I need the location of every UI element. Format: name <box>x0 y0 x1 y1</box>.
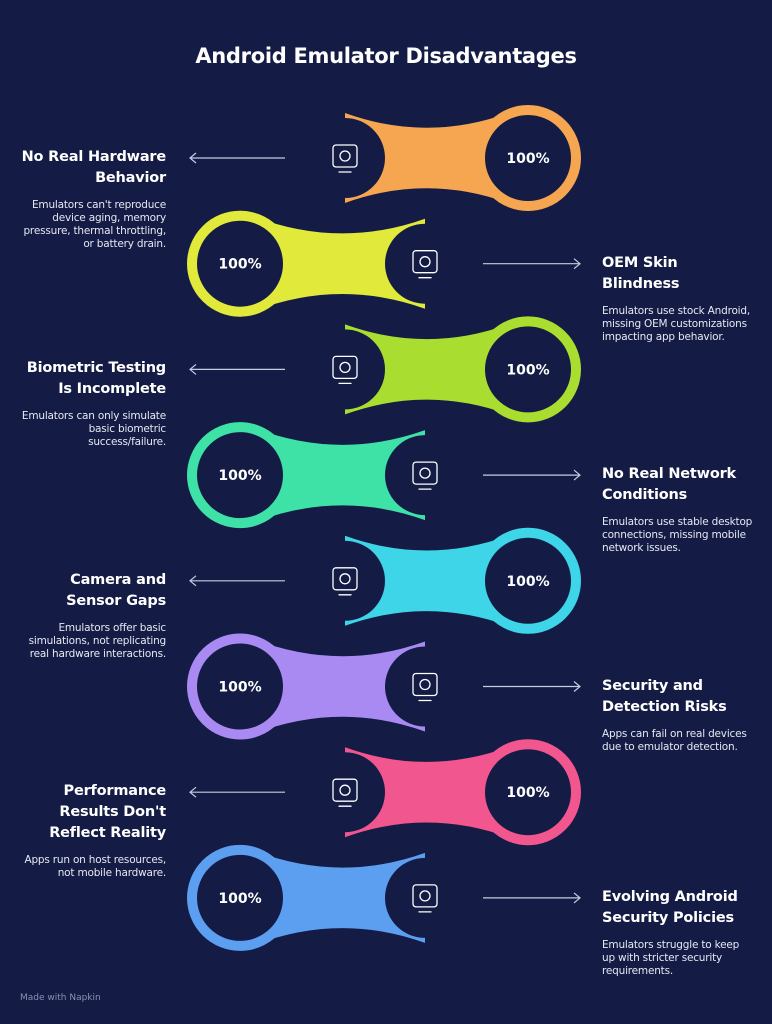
text-block: No Real Network Conditions Emulators use … <box>602 464 754 555</box>
text-block: Camera and Sensor Gaps Emulators offer ba… <box>14 570 167 661</box>
heading: Performance Results Don't Reflect Realit… <box>49 783 166 842</box>
percent: 100% <box>218 680 261 696</box>
arrow-head <box>189 152 197 164</box>
arrow-head <box>573 892 581 904</box>
icon <box>332 355 358 385</box>
row: 100% <box>189 316 581 423</box>
percent: 100% <box>218 468 261 484</box>
description: Apps can fail on real devices due to emu… <box>602 727 747 753</box>
row: 100% <box>187 633 581 740</box>
percent-ring <box>475 316 581 423</box>
connector <box>240 422 425 529</box>
row: 100% <box>189 105 581 211</box>
icon-shape <box>412 884 438 908</box>
icon-circle <box>385 646 465 727</box>
icon-shape <box>339 573 351 585</box>
icon-shape <box>419 467 431 479</box>
text-block: Evolving Android Security Policies Emulat… <box>602 887 754 978</box>
icon-shape <box>332 355 358 380</box>
percent: 100% <box>218 891 261 907</box>
icon-shape <box>412 672 438 697</box>
percent-ring <box>475 739 581 846</box>
icon-shape <box>339 361 351 374</box>
icon <box>332 778 358 807</box>
icon <box>412 461 438 490</box>
description: Emulators can only simulate basic biomet… <box>21 410 166 449</box>
text-block: OEM Skin Blindness Emulators use stock An… <box>602 253 754 344</box>
icon <box>412 250 438 279</box>
icon-circle <box>385 857 465 938</box>
description: Emulators use stable desktop connections… <box>602 516 753 555</box>
icon-shape <box>332 567 358 591</box>
icon-shape <box>332 778 358 802</box>
icon-shape <box>419 256 431 268</box>
arrow-head <box>189 786 197 798</box>
icon-shape <box>332 144 358 168</box>
percent-ring <box>187 844 293 951</box>
arrow-head <box>573 469 581 481</box>
icon-shape <box>419 678 431 691</box>
arrow-head <box>573 681 581 692</box>
percent: 100% <box>506 785 549 801</box>
icon <box>332 567 358 596</box>
heading: Camera and Sensor Gaps <box>66 571 166 609</box>
percent-ring <box>187 422 293 529</box>
icon-circle <box>305 752 385 833</box>
description: Emulators use stock Android, missing OEM… <box>602 304 750 343</box>
heading: No Real Hardware Behavior <box>21 149 167 186</box>
icon <box>332 144 358 173</box>
percent-ring <box>475 105 581 211</box>
connector <box>240 844 425 951</box>
description: Apps run on host resources, not mobile h… <box>24 854 166 880</box>
icon-circle <box>305 540 385 621</box>
arrow-head <box>189 575 197 587</box>
text-block: Biometric Testing Is Incomplete Emulators… <box>14 358 166 449</box>
percent: 100% <box>218 257 261 273</box>
icon-shape <box>412 250 438 274</box>
heading: No Real Network Conditions <box>602 466 736 504</box>
connector <box>240 210 425 317</box>
icon-circle <box>305 118 385 198</box>
text-block: No Real Hardware Behavior Emulators can't… <box>14 147 167 251</box>
title: Android Emulator Disadvantages <box>195 44 577 68</box>
footer: Made with Napkin <box>20 993 101 1003</box>
icon-shape <box>419 890 431 902</box>
arrow-head <box>189 363 197 375</box>
icon-circle <box>385 435 465 516</box>
heading: Biometric Testing Is Incomplete <box>26 360 166 398</box>
heading: OEM Skin Blindness <box>602 254 680 292</box>
row: 100% <box>189 739 581 846</box>
description: Emulators offer basic simulations, not r… <box>28 621 167 660</box>
row: 100% <box>187 210 581 317</box>
description: Emulators can't reproduce device aging, … <box>23 199 166 250</box>
icon <box>412 672 438 702</box>
connector <box>240 633 425 740</box>
heading: Evolving Android Security Policies <box>602 888 738 926</box>
icon-shape <box>339 784 351 796</box>
text-block: Security and Detection Risks Apps can fai… <box>602 676 754 754</box>
icon-circle <box>385 223 465 304</box>
row: 100% <box>187 844 581 951</box>
percent-ring <box>475 527 581 634</box>
row: 100% <box>189 527 581 634</box>
percent-ring <box>187 210 293 317</box>
icon-circle <box>305 329 385 410</box>
percent-ring <box>187 633 293 740</box>
text-block: Performance Results Don't Reflect Realit… <box>14 781 166 880</box>
percent: 100% <box>506 574 549 590</box>
percent: 100% <box>506 362 549 378</box>
percent: 100% <box>506 151 549 167</box>
icon <box>412 884 438 913</box>
arrow-head <box>573 258 581 270</box>
description: Emulators struggle to keep up with stric… <box>602 938 740 977</box>
icon-shape <box>339 150 351 162</box>
row: 100% <box>187 422 581 529</box>
heading: Security and Detection Risks <box>602 677 727 715</box>
icon-shape <box>412 461 438 485</box>
